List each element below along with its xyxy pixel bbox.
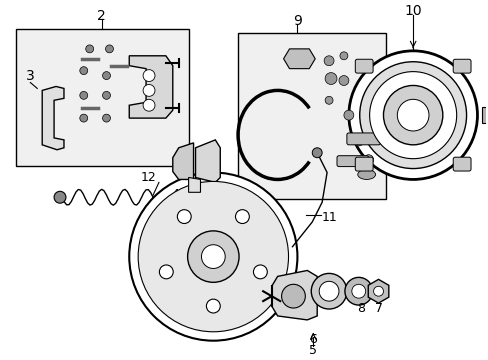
Circle shape <box>363 155 373 165</box>
Circle shape <box>143 69 155 81</box>
Circle shape <box>80 114 87 122</box>
Circle shape <box>80 67 87 75</box>
Circle shape <box>80 91 87 99</box>
Circle shape <box>102 91 110 99</box>
FancyBboxPatch shape <box>336 156 368 167</box>
Circle shape <box>359 62 466 168</box>
FancyBboxPatch shape <box>355 157 372 171</box>
Polygon shape <box>172 143 193 179</box>
Circle shape <box>344 277 372 305</box>
Circle shape <box>129 172 297 341</box>
Polygon shape <box>188 177 200 192</box>
Text: 11: 11 <box>321 211 336 224</box>
Text: 8: 8 <box>356 302 364 315</box>
Circle shape <box>319 281 338 301</box>
Circle shape <box>54 191 66 203</box>
Circle shape <box>311 273 346 309</box>
Polygon shape <box>283 49 315 69</box>
Circle shape <box>351 284 365 298</box>
Text: 12: 12 <box>141 171 157 184</box>
Text: 9: 9 <box>292 14 301 28</box>
Bar <box>17 29 188 166</box>
Circle shape <box>253 265 267 279</box>
Circle shape <box>325 73 336 85</box>
Text: 1: 1 <box>187 188 195 201</box>
FancyBboxPatch shape <box>452 157 470 171</box>
Text: 6: 6 <box>309 333 317 346</box>
Polygon shape <box>367 279 388 303</box>
Circle shape <box>102 114 110 122</box>
Circle shape <box>338 76 348 85</box>
FancyBboxPatch shape <box>452 59 470 73</box>
Text: 4: 4 <box>171 188 179 201</box>
Circle shape <box>397 99 428 131</box>
Polygon shape <box>238 33 386 199</box>
Circle shape <box>369 72 456 159</box>
Circle shape <box>85 45 94 53</box>
Circle shape <box>343 110 353 120</box>
Circle shape <box>281 284 305 308</box>
Polygon shape <box>129 56 172 118</box>
Text: 5: 5 <box>308 344 317 357</box>
Circle shape <box>143 99 155 111</box>
Polygon shape <box>195 140 220 183</box>
Ellipse shape <box>357 170 375 179</box>
Circle shape <box>138 181 288 332</box>
Text: 3: 3 <box>26 68 35 82</box>
Circle shape <box>105 45 113 53</box>
Circle shape <box>348 51 476 179</box>
Polygon shape <box>42 86 64 150</box>
Text: 10: 10 <box>404 4 421 18</box>
FancyBboxPatch shape <box>355 59 372 73</box>
Circle shape <box>325 96 332 104</box>
Text: 2: 2 <box>97 9 106 23</box>
Circle shape <box>383 85 442 145</box>
Circle shape <box>102 72 110 80</box>
Circle shape <box>373 286 383 296</box>
Circle shape <box>324 56 333 66</box>
FancyBboxPatch shape <box>346 133 380 145</box>
Circle shape <box>187 231 239 282</box>
Polygon shape <box>271 270 317 320</box>
Circle shape <box>143 85 155 96</box>
Circle shape <box>235 210 249 224</box>
Circle shape <box>206 299 220 313</box>
Circle shape <box>159 265 173 279</box>
Circle shape <box>177 210 191 224</box>
Polygon shape <box>482 107 488 123</box>
Circle shape <box>352 134 364 146</box>
Text: 7: 7 <box>374 302 382 315</box>
Circle shape <box>339 52 347 60</box>
Circle shape <box>312 148 322 158</box>
Circle shape <box>201 245 225 269</box>
